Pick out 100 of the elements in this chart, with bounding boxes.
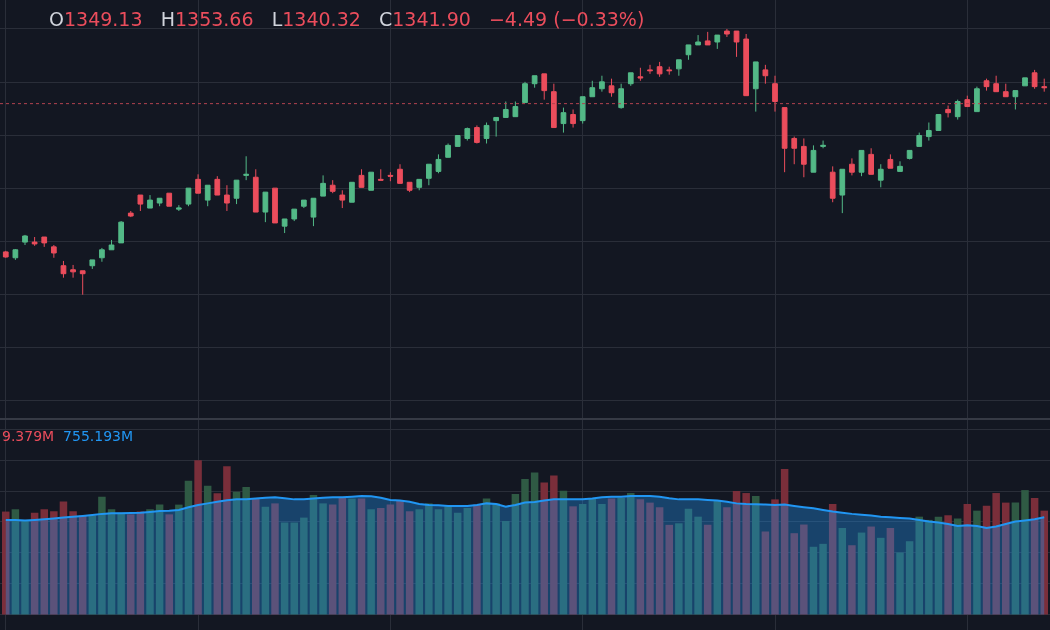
bar: [357, 498, 366, 615]
bar: [713, 501, 722, 615]
candlestick: [714, 34, 721, 50]
candlestick: [406, 181, 413, 193]
bar: [934, 516, 943, 615]
candlestick: [425, 163, 432, 186]
candlestick: [233, 179, 240, 205]
candlestick: [300, 199, 307, 209]
candlestick: [666, 66, 673, 76]
candlestick: [820, 140, 826, 149]
candlestick: [387, 171, 394, 182]
bar: [877, 537, 885, 615]
candlestick: [272, 187, 278, 224]
candlestick: [175, 204, 182, 212]
candlestick: [800, 137, 807, 178]
bar: [482, 498, 491, 615]
bar: [1011, 502, 1020, 615]
bar: [30, 512, 39, 615]
candlestick: [349, 181, 355, 203]
candlestick: [320, 174, 326, 197]
bar: [473, 504, 481, 615]
bar: [1021, 490, 1029, 615]
candlestick: [916, 132, 923, 147]
bar: [636, 499, 645, 615]
bar: [944, 515, 952, 615]
bar: [367, 509, 375, 615]
candlestick: [493, 116, 500, 138]
text: 755.193M: [63, 428, 134, 444]
candlestick: [743, 33, 750, 97]
annotation: L1340.32: [271, 8, 361, 30]
bar: [492, 503, 500, 615]
candlestick: [906, 149, 913, 160]
bar: [578, 504, 587, 615]
candlestick: [41, 236, 48, 248]
candlestick: [704, 31, 711, 46]
bar: [588, 497, 597, 615]
candlestick: [31, 236, 38, 247]
bar: [280, 522, 289, 615]
bar: [857, 532, 866, 615]
candlestick: [310, 197, 317, 227]
candlestick: [204, 184, 211, 207]
candlestick: [522, 81, 528, 104]
text: 9.379M: [2, 428, 55, 444]
bar: [598, 504, 606, 615]
bar: [732, 491, 741, 615]
bar: [771, 499, 779, 615]
candlestick: [50, 244, 57, 259]
candlestick: [99, 247, 105, 263]
bar: [790, 533, 798, 615]
bar: [88, 515, 97, 615]
bar: [69, 511, 77, 615]
candlestick: [445, 143, 451, 158]
bar: [905, 541, 914, 615]
candlestick: [829, 165, 836, 203]
bar: [973, 510, 981, 615]
candlestick: [608, 78, 615, 98]
bar: [444, 506, 452, 615]
candlestick: [772, 75, 778, 113]
bar: [348, 498, 356, 615]
candlestick: [599, 75, 605, 93]
bar: [780, 469, 789, 615]
bar: [328, 504, 337, 615]
candlestick: [675, 59, 682, 77]
candlestick: [695, 34, 701, 46]
candlestick: [887, 153, 894, 169]
candlestick: [627, 72, 634, 87]
candlestick: [12, 248, 19, 261]
candlestick: [70, 264, 76, 279]
bar: [867, 526, 875, 615]
candlestick: [329, 179, 336, 194]
candlestick: [589, 80, 596, 98]
bar: [502, 520, 510, 615]
candlestick: [1012, 90, 1019, 110]
candlestick: [464, 127, 471, 142]
bar: [1002, 502, 1010, 615]
bar: [2, 511, 10, 615]
bar: [963, 504, 972, 615]
candlestick: [858, 149, 865, 177]
candlestick: [262, 191, 269, 223]
bar: [607, 498, 616, 615]
candlestick: [849, 157, 855, 176]
candlestick: [214, 175, 221, 196]
annotation: C1341.90: [378, 8, 471, 30]
bar: [953, 518, 962, 615]
bar: [300, 517, 308, 615]
bar: [386, 504, 395, 615]
bar: [309, 495, 318, 615]
bar: [752, 495, 760, 615]
bar: [992, 493, 1000, 615]
candlestick: [647, 64, 653, 75]
bar: [569, 506, 577, 615]
candlestick: [127, 210, 134, 218]
bar: [232, 491, 241, 615]
candlestick: [868, 147, 875, 175]
bar: [98, 496, 106, 615]
candlestick: [925, 122, 932, 142]
candlestick: [781, 107, 788, 173]
candlestick: [416, 178, 423, 191]
bar: [40, 509, 48, 615]
bar: [1040, 510, 1048, 615]
